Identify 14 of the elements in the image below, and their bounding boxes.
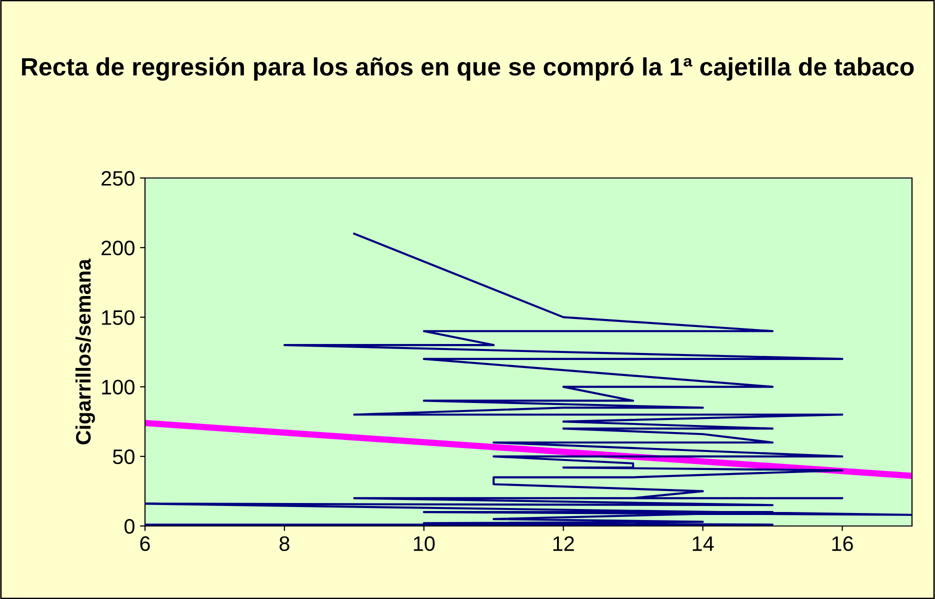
y-tick-label: 0 xyxy=(124,519,134,534)
y-tick-label: 200 xyxy=(102,240,134,256)
x-tick-label: 10 xyxy=(414,536,435,552)
y-tick-label: 100 xyxy=(102,380,134,395)
y-tick-label: 250 xyxy=(102,171,134,186)
x-tick-label: 8 xyxy=(280,536,290,552)
x-tick-label: 12 xyxy=(553,536,574,551)
x-tick-label: 6 xyxy=(140,536,150,552)
y-axis-title: Cigarrillos/semana xyxy=(75,258,95,444)
x-tick-label: 16 xyxy=(832,536,853,552)
y-tick-label: 150 xyxy=(102,310,134,325)
x-tick-label: 14 xyxy=(692,536,714,551)
chart-title: Recta de regresión para los años en que se compró la 1ª cajetilla de tabaco xyxy=(22,57,914,81)
y-tick-label: 50 xyxy=(112,449,134,464)
